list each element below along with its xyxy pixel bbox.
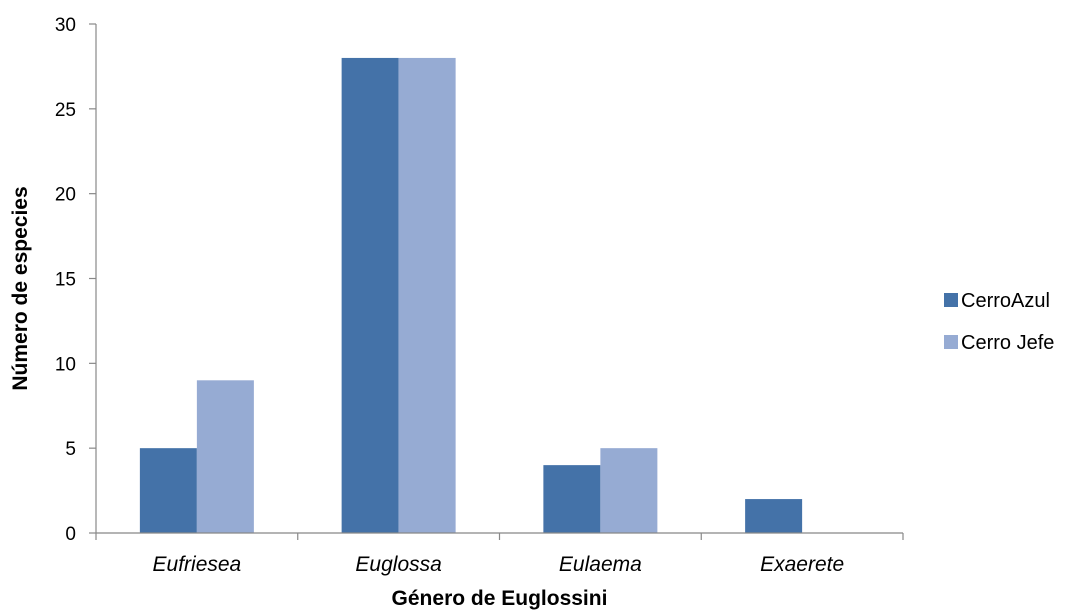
x-axis-title: Género de Euglossini	[392, 587, 608, 610]
y-tick-label: 10	[55, 354, 76, 375]
legend-swatch	[944, 335, 958, 349]
bar-cerro-jefe-euglossa	[398, 57, 456, 533]
legend-label: Cerro Jefe	[961, 332, 1054, 354]
y-tick-label: 5	[65, 439, 76, 460]
y-tick-label: 30	[55, 15, 76, 36]
y-tick-label: 25	[55, 100, 76, 121]
bar-cerroazul-eufriesea	[139, 448, 197, 533]
x-axis-ticks: Eufriesea Euglossa Eulaema Exaerete	[95, 533, 904, 576]
y-tick-label: 0	[65, 524, 76, 545]
x-tick-label: Eulaema	[559, 553, 642, 576]
legend-swatch	[944, 293, 958, 307]
bar-cerroazul-exaerete	[745, 499, 803, 533]
x-tick-label: Euglossa	[355, 553, 441, 576]
legend: CerroAzul Cerro Jefe	[944, 290, 1054, 354]
x-tick-label: Eufriesea	[153, 553, 242, 576]
y-tick-label: 20	[55, 185, 76, 206]
bar-cerro-jefe-eulaema	[600, 448, 658, 533]
bars-group	[139, 57, 803, 533]
y-axis-title: Número de especies	[9, 186, 32, 390]
x-tick-label: Exaerete	[760, 553, 844, 576]
y-tick-label: 15	[55, 270, 76, 291]
y-axis-ticks: 0 5 10 15 20 25 30	[55, 15, 96, 545]
bar-cerroazul-euglossa	[341, 57, 399, 533]
bar-cerroazul-eulaema	[543, 465, 601, 533]
bar-cerro-jefe-eufriesea	[196, 380, 254, 533]
legend-label: CerroAzul	[961, 290, 1050, 312]
